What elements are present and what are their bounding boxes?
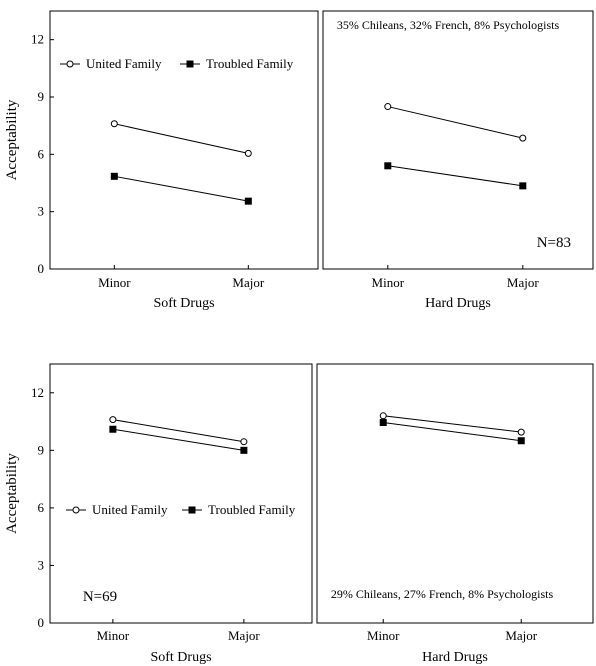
data-point (379, 412, 387, 420)
data-point (244, 197, 252, 205)
annotation: N=83 (537, 235, 571, 251)
x-tick-label: Major (505, 628, 537, 643)
data-point (240, 446, 248, 454)
data-point (519, 134, 527, 142)
series-line (383, 422, 522, 442)
legend-label: Troubled Family (208, 502, 296, 517)
data-point (517, 437, 525, 445)
panel-frame (49, 10, 319, 270)
data-point (240, 438, 248, 446)
x-tick-label: Minor (98, 275, 131, 290)
legend-label: Troubled Family (206, 56, 294, 71)
legend-marker (66, 60, 74, 68)
x-tick-label: Minor (367, 628, 400, 643)
legend-marker (186, 60, 194, 68)
data-point (110, 172, 118, 180)
series-line (114, 175, 249, 202)
legend-label: United Family (92, 502, 168, 517)
y-tick-label: 12 (31, 385, 44, 400)
data-point (109, 425, 117, 433)
series-line (112, 419, 244, 443)
x-tick-label: Major (507, 275, 539, 290)
series-line (112, 428, 244, 451)
y-axis-label: Acceptability (4, 99, 20, 180)
y-tick-label: 0 (38, 615, 45, 630)
y-axis-label: Acceptability (4, 453, 20, 534)
data-point (379, 419, 387, 427)
x-tick-label: Major (228, 628, 260, 643)
annotation: 35% Chileans, 32% French, 8% Psychologis… (337, 18, 560, 32)
x-axis-label: Hard Drugs (422, 650, 488, 665)
data-point (519, 182, 527, 190)
y-tick-label: 0 (38, 261, 45, 276)
panel-frame (322, 10, 594, 270)
annotation-background (335, 17, 561, 33)
x-tick-label: Minor (372, 275, 405, 290)
y-tick-label: 3 (38, 557, 45, 572)
y-tick-label: 3 (38, 204, 45, 219)
data-point (384, 162, 392, 170)
annotation: N=69 (83, 589, 117, 605)
series-line (387, 106, 523, 139)
series-line (383, 415, 522, 433)
y-tick-label: 9 (38, 89, 45, 104)
x-axis-label: Hard Drugs (425, 296, 491, 311)
annotation-background (329, 586, 555, 602)
series-line (114, 123, 249, 154)
y-tick-label: 6 (38, 146, 45, 161)
x-axis-label: Soft Drugs (153, 296, 214, 311)
x-tick-label: Major (232, 275, 264, 290)
data-point (517, 428, 525, 436)
series-line (387, 165, 523, 187)
panel-frame (316, 363, 594, 624)
y-tick-label: 6 (38, 500, 45, 515)
x-tick-label: Minor (97, 628, 130, 643)
x-axis-label: Soft Drugs (150, 650, 211, 665)
legend-label: United Family (86, 56, 162, 71)
annotation: 29% Chileans, 27% French, 8% Psychologis… (331, 587, 554, 601)
data-point (384, 103, 392, 111)
data-point (109, 416, 117, 424)
data-point (110, 120, 118, 128)
legend-marker (188, 506, 196, 514)
data-point (244, 149, 252, 157)
y-tick-label: 12 (31, 32, 44, 47)
legend-marker (72, 506, 80, 514)
y-tick-label: 9 (38, 442, 45, 457)
panel-frame (49, 363, 313, 624)
